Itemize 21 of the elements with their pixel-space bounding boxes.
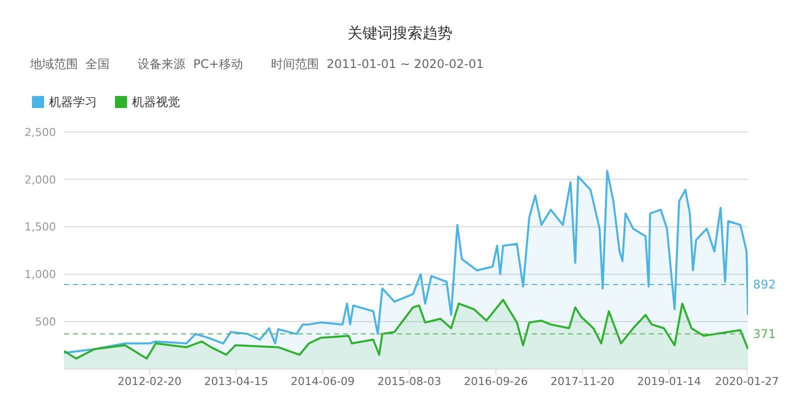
x-tick-label: 2013-04-15	[204, 374, 268, 388]
chart-title: 关键词搜索趋势	[346, 23, 454, 44]
text: 时间范围 2011-01-01 ~ 2020-02-01	[270, 56, 484, 73]
x-tick-label: 2020-01-27	[715, 374, 779, 388]
text: 设备来源 PC+移动	[138, 56, 243, 73]
x-tick-label: 2016-09-26	[464, 374, 528, 388]
x-tick-label: 2014-06-09	[290, 374, 355, 388]
y-tick-label: 2,000	[24, 173, 56, 186]
legend-label: 机器学习	[49, 94, 97, 110]
y-tick-label: 1,000	[24, 268, 56, 282]
x-tick-label: 2012-02-20	[118, 374, 182, 388]
ref-line-label: 892	[753, 278, 776, 292]
x-tick-label: 2017-11-20	[550, 374, 614, 388]
x-tick-label: 2019-01-14	[637, 374, 702, 388]
x-tick-label: 2015-08-03	[377, 374, 442, 388]
y-tick-label: 2,500	[24, 126, 56, 139]
legend-label: 机器视觉	[132, 94, 180, 110]
ref-line-label: 371	[753, 327, 776, 342]
text: 地域范围 全国	[30, 56, 110, 73]
y-tick-label: 500	[35, 316, 56, 329]
y-tick-label: 1,500	[24, 220, 56, 234]
